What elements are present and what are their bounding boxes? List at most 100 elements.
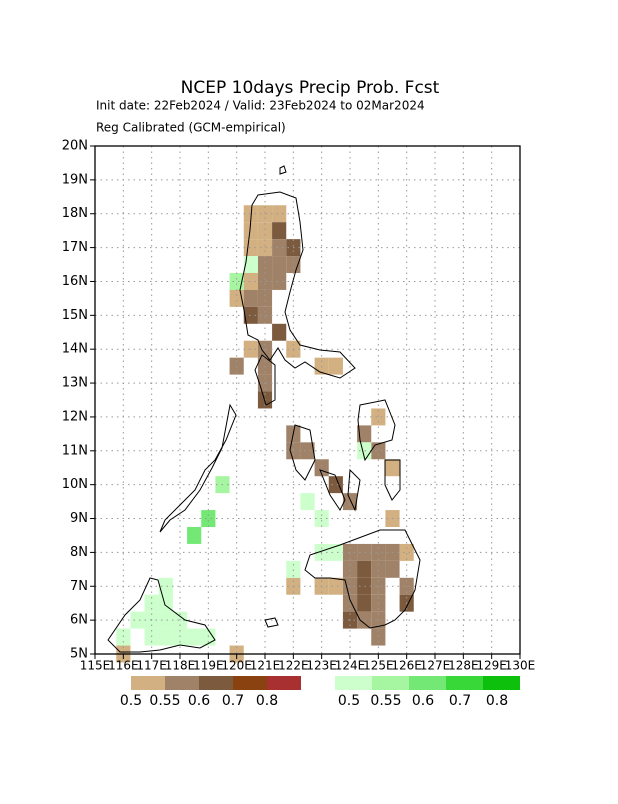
dry-cell	[257, 256, 273, 273]
wet-legend-swatch	[483, 676, 520, 690]
wet-legend-label: 0.5	[338, 693, 360, 709]
y-tick-label: 11N	[62, 443, 88, 458]
x-tick-label: 126E	[391, 659, 422, 673]
wet-cell	[243, 256, 258, 273]
legend: 0.5 0.55 0.6 0.7 0.8 0.5 0.55 0.6 0.7 0.8	[120, 676, 520, 709]
dry-cell	[385, 459, 400, 477]
dry-cell	[371, 543, 386, 561]
dry-cell	[272, 222, 287, 240]
dry-cell	[371, 628, 386, 646]
x-tick-label: 120E	[221, 659, 252, 673]
dry-cell	[357, 611, 372, 629]
wet-cell	[357, 442, 372, 460]
dry-cell	[272, 239, 287, 257]
y-tick-label: 6N	[70, 613, 88, 628]
x-tick-label: 118E	[165, 659, 196, 673]
y-tick-label: 5N	[70, 647, 88, 662]
y-tick-label: 10N	[62, 477, 88, 492]
dry-cell	[357, 560, 372, 578]
y-tick-label: 9N	[70, 511, 88, 526]
wet-cell	[158, 594, 173, 612]
wet-cell	[144, 628, 159, 646]
y-tick-label: 19N	[62, 172, 88, 187]
wet-cell	[229, 273, 244, 290]
dry-cell	[243, 222, 258, 240]
x-tick-label: 117E	[136, 659, 167, 673]
dry-cell	[243, 340, 258, 358]
dry-cell	[243, 289, 258, 307]
title: NCEP 10days Precip Prob. Fcst	[181, 78, 440, 98]
dry-legend-label: 0.7	[222, 693, 244, 709]
y-tick-label: 18N	[62, 206, 88, 221]
wet-legend-swatch	[446, 676, 483, 690]
wet-legend-label: 0.7	[449, 693, 471, 709]
x-tick-label: 122E	[278, 659, 309, 673]
y-tick-label: 7N	[70, 579, 88, 594]
cells	[116, 205, 414, 663]
y-tick-label: 16N	[62, 274, 88, 289]
x-tick-label: 123E	[306, 659, 337, 673]
y-tick-label: 13N	[62, 376, 88, 391]
y-tick-label: 8N	[70, 545, 88, 560]
y-tick-label: 20N	[62, 139, 88, 154]
wet-cell	[328, 543, 343, 561]
dry-cell	[300, 442, 315, 460]
x-tick-label: 119E	[193, 659, 224, 673]
dry-legend-label: 0.6	[188, 693, 210, 709]
x-tick-label: 130E	[505, 659, 536, 673]
y-tick-label: 17N	[62, 240, 88, 255]
dry-legend-label: 0.55	[149, 693, 180, 709]
dry-cell	[328, 357, 343, 375]
dry-cell	[272, 205, 287, 223]
x-tick-label: 121E	[250, 659, 281, 673]
dry-cell	[357, 543, 372, 561]
wet-cell	[286, 560, 301, 578]
wet-cell	[187, 527, 202, 544]
dry-cell	[371, 442, 386, 460]
dry-legend-swatch	[199, 676, 233, 690]
dry-cell	[272, 323, 287, 341]
dry-cell	[342, 543, 358, 561]
dry-cell	[229, 289, 244, 307]
x-tick-label: 116E	[108, 659, 139, 673]
dry-cell	[257, 340, 273, 358]
dry-legend-label: 0.5	[120, 693, 142, 709]
wet-cell	[172, 628, 188, 646]
dry-cell	[257, 222, 273, 240]
plot-frame	[94, 145, 521, 655]
x-tick-label: 125E	[363, 659, 394, 673]
wet-cell	[158, 611, 173, 629]
dry-cell	[257, 306, 273, 324]
wet-legend-label: 0.8	[486, 693, 508, 709]
wet-cell	[201, 510, 216, 527]
x-tick-label: 124E	[335, 659, 366, 673]
wet-cell	[116, 628, 131, 646]
method: Reg Calibrated (GCM-empirical)	[96, 121, 286, 135]
wet-cell	[187, 628, 202, 646]
x-tick-label: 129E	[476, 659, 507, 673]
dry-cell	[257, 205, 273, 223]
dry-cell	[399, 543, 414, 561]
x-tick-label: 115E	[80, 659, 111, 673]
wet-cell	[130, 611, 145, 629]
wet-legend-label: 0.55	[370, 693, 401, 709]
subtitle: Init date: 22Feb2024 / Valid: 23Feb2024 …	[96, 99, 425, 113]
dry-cell	[243, 273, 258, 290]
dry-cell	[357, 425, 372, 443]
dry-cell	[328, 476, 343, 494]
dry-cell	[342, 560, 358, 578]
wet-cell	[158, 628, 173, 646]
dry-legend-swatch	[131, 676, 165, 690]
dry-legend-swatch	[267, 676, 301, 690]
x-tick-label: 127E	[420, 659, 451, 673]
grid: 115E116E117E118E119E120E121E122E123E124E…	[62, 139, 536, 673]
wet-legend-label: 0.6	[412, 693, 434, 709]
dry-legend-swatch	[233, 676, 267, 690]
dry-cell	[257, 289, 273, 307]
y-tick-label: 14N	[62, 342, 88, 357]
dry-cell	[243, 306, 258, 324]
wet-legend-swatch	[372, 676, 409, 690]
dry-legend-label: 0.8	[256, 693, 278, 709]
wet-cell	[300, 493, 315, 511]
